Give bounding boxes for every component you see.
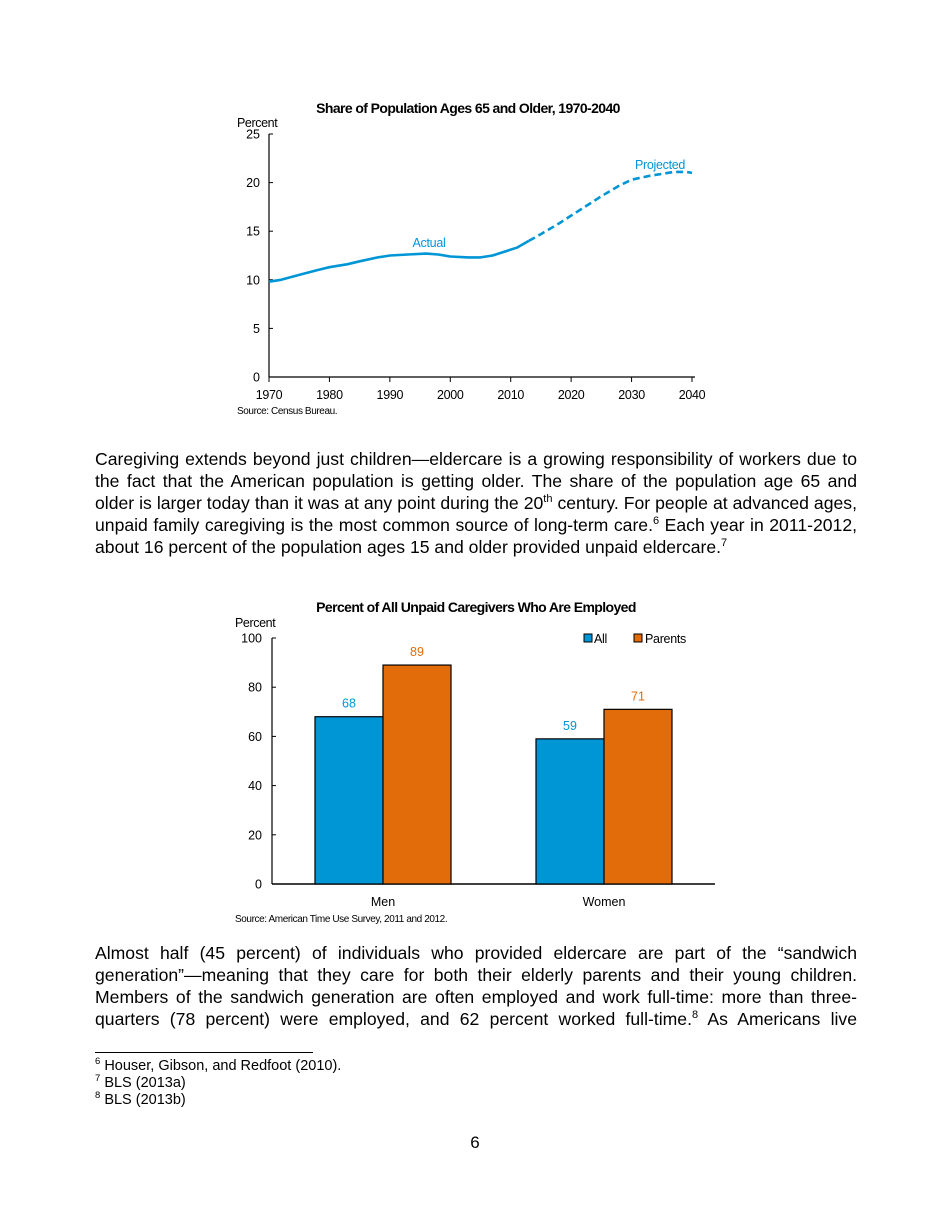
footnote-7: 7 BLS (2013a): [95, 1073, 341, 1092]
bar-parents-men: [382, 664, 452, 885]
x-tick-label: 2010: [497, 388, 524, 402]
footnote-text: BLS (2013b): [100, 1092, 186, 1108]
data-label: 89: [410, 645, 424, 659]
text: Each year in 2011-2012, about 16 percent…: [95, 515, 857, 557]
x-tick-label: 2040: [679, 388, 706, 402]
x-tick-label: Women: [583, 895, 626, 909]
legend-swatch-all: [583, 633, 593, 643]
bar-chart-caregivers-employed: Percent of All Unpaid Caregivers Who Are…: [235, 599, 715, 925]
footnote-text: BLS (2013a): [100, 1075, 186, 1091]
data-label: 59: [563, 719, 577, 733]
series-line-actual: [268, 239, 530, 283]
x-tick-label: 2030: [618, 388, 645, 402]
chart-source: Source: American Time Use Survey, 2011 a…: [235, 914, 447, 925]
text: Caregiving extends beyond just children—…: [95, 449, 857, 513]
legend-label-parents: Parents: [645, 632, 686, 646]
chart-title: Share of Population Ages 65 and Older, 1…: [316, 100, 621, 116]
paragraph-eldercare: Caregiving extends beyond just children—…: [95, 448, 857, 558]
annotation-projected: Projected: [635, 158, 685, 172]
line-chart-population-65: Share of Population Ages 65 and Older, 1…: [237, 100, 706, 417]
text: century. For people at advanced ages, un…: [95, 493, 857, 535]
footnote-6: 6 Houser, Gibson, and Redfoot (2010).: [95, 1056, 342, 1075]
y-tick-label: 100: [241, 632, 262, 646]
footnote-ref[interactable]: 7: [721, 537, 728, 549]
y-tick-label: 0: [253, 371, 260, 385]
data-label: 68: [342, 697, 356, 711]
y-tick-label: 0: [255, 878, 262, 892]
y-tick-label: 80: [248, 681, 262, 695]
legend: All Parents: [583, 632, 686, 646]
bar-parents-women: [603, 708, 673, 885]
page-number: 6: [470, 1133, 480, 1152]
footnote-ref[interactable]: 6: [652, 515, 660, 527]
y-tick-label: 15: [246, 225, 260, 239]
y-tick-label: 25: [246, 128, 260, 142]
y-tick-label: 10: [246, 273, 260, 287]
footnote-ref[interactable]: 8: [691, 1009, 699, 1021]
x-tick-label: 1970: [256, 388, 283, 402]
legend-swatch-parents: [633, 633, 643, 643]
y-tick-label: 40: [248, 779, 262, 793]
y-tick-label: 60: [248, 730, 262, 744]
chart-source: Source: Census Bureau.: [237, 406, 337, 417]
paragraph-sandwich-generation: Almost half (45 percent) of individuals …: [95, 942, 857, 1030]
y-axis-label: Percent: [237, 116, 278, 130]
chart-title: Percent of All Unpaid Caregivers Who Are…: [316, 599, 636, 615]
bar-all-men: [314, 716, 384, 885]
annotation-actual: Actual: [413, 236, 446, 250]
legend-label-all: All: [594, 632, 607, 646]
x-tick-label: 1990: [377, 388, 404, 402]
x-tick-label: Men: [371, 895, 395, 909]
text: Almost half (45 percent) of individuals …: [95, 943, 857, 1029]
y-tick-label: 5: [253, 322, 260, 336]
y-tick-label: 20: [246, 176, 260, 190]
y-axis-label: Percent: [235, 616, 276, 630]
x-tick-label: 2000: [437, 388, 464, 402]
footnote-8: 8 BLS (2013b): [95, 1090, 341, 1109]
text: As Americans live: [698, 1009, 857, 1029]
footnote-text: Houser, Gibson, and Redfoot (2010).: [100, 1058, 342, 1074]
x-tick-label: 1980: [316, 388, 343, 402]
footnote-number: 7: [95, 1073, 101, 1084]
footnote-number: 6: [95, 1056, 101, 1067]
y-tick-label: 20: [248, 828, 262, 842]
footnote-divider: [95, 1052, 313, 1053]
x-tick-label: 2020: [558, 388, 585, 402]
series-line-projected: [528, 170, 693, 243]
superscript: th: [543, 493, 553, 505]
footnotes: 6 Houser, Gibson, and Redfoot (2010). 7 …: [95, 1056, 342, 1109]
footnote-number: 8: [95, 1090, 101, 1101]
bar-all-women: [535, 738, 605, 885]
data-label: 71: [631, 689, 645, 703]
